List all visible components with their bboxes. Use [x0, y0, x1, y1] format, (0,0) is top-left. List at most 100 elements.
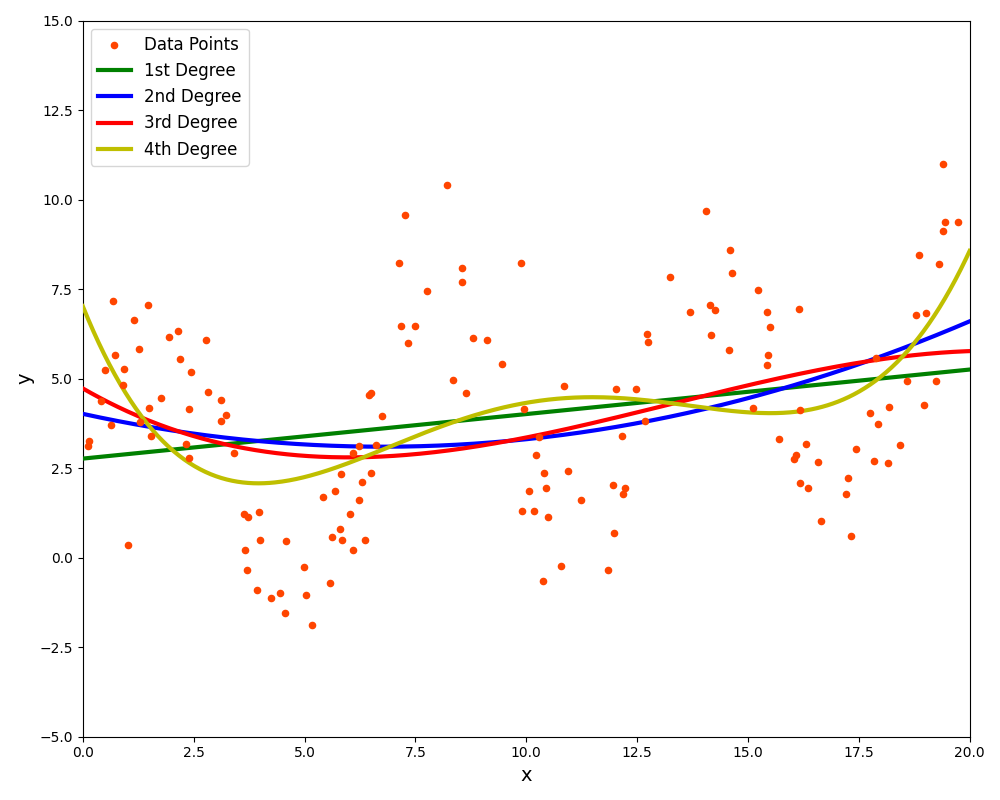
Data Points — [479, 333, 495, 346]
Data Points — [892, 438, 908, 451]
Data Points — [605, 479, 621, 492]
Data Points — [107, 349, 123, 362]
Data Points — [249, 583, 265, 596]
Data Points — [535, 575, 551, 588]
Data Points — [263, 592, 279, 605]
Data Points — [407, 319, 423, 332]
4th Degree — [964, 246, 976, 256]
Data Points — [239, 563, 255, 576]
3rd Degree — [944, 347, 956, 357]
Data Points — [615, 488, 631, 501]
4th Degree — [558, 394, 570, 403]
Data Points — [363, 467, 379, 480]
Data Points — [213, 394, 229, 406]
Data Points — [419, 284, 435, 297]
4th Degree — [806, 405, 818, 414]
Data Points — [521, 485, 537, 498]
4th Degree — [500, 402, 512, 412]
Data Points — [935, 224, 951, 237]
Data Points — [556, 380, 572, 393]
4th Degree — [77, 302, 89, 311]
Data Points — [750, 284, 766, 297]
Data Points — [213, 414, 229, 427]
Data Points — [351, 440, 367, 453]
Line: 2nd Degree: 2nd Degree — [83, 322, 970, 446]
Data Points — [226, 446, 242, 459]
Data Points — [252, 533, 268, 546]
3rd Degree — [606, 414, 618, 423]
Data Points — [465, 331, 481, 344]
Data Points — [792, 477, 808, 490]
Data Points — [703, 328, 719, 341]
Data Points — [722, 243, 738, 256]
Data Points — [218, 409, 234, 422]
2nd Degree — [558, 430, 570, 439]
Data Points — [140, 298, 156, 311]
Data Points — [345, 446, 361, 459]
Data Points — [172, 353, 188, 366]
Data Points — [183, 366, 199, 378]
1st Degree — [557, 406, 569, 415]
2nd Degree — [606, 422, 618, 432]
Data Points — [514, 505, 530, 518]
Data Points — [880, 456, 896, 469]
Line: 4th Degree: 4th Degree — [83, 251, 970, 483]
3rd Degree — [342, 453, 354, 462]
Data Points — [540, 510, 556, 523]
Data Points — [93, 395, 109, 408]
1st Degree — [498, 411, 510, 421]
3rd Degree — [77, 384, 89, 394]
Data Points — [617, 482, 633, 494]
2nd Degree — [500, 437, 512, 446]
Data Points — [791, 302, 807, 315]
Data Points — [334, 534, 350, 546]
Data Points — [538, 482, 554, 494]
Data Points — [170, 325, 186, 338]
Data Points — [105, 295, 121, 308]
1st Degree — [942, 367, 954, 377]
Data Points — [120, 539, 136, 552]
Data Points — [115, 378, 131, 391]
Data Points — [608, 383, 624, 396]
Data Points — [454, 276, 470, 289]
Data Points — [315, 491, 331, 504]
1st Degree — [605, 401, 617, 410]
Data Points — [277, 606, 293, 619]
Data Points — [848, 442, 864, 455]
Data Points — [143, 430, 159, 442]
Data Points — [181, 403, 197, 416]
Data Points — [400, 336, 416, 349]
Data Points — [363, 387, 379, 400]
X-axis label: x: x — [520, 766, 532, 785]
Line: 3rd Degree: 3rd Degree — [83, 351, 970, 458]
Data Points — [298, 589, 314, 602]
Data Points — [531, 430, 547, 443]
Data Points — [908, 308, 924, 321]
Data Points — [526, 505, 542, 518]
Data Points — [771, 433, 787, 446]
Data Points — [357, 534, 373, 546]
Data Points — [324, 531, 340, 544]
Data Points — [937, 216, 953, 229]
2nd Degree — [806, 375, 818, 385]
Data Points — [178, 438, 194, 450]
Data Points — [494, 358, 510, 370]
Data Points — [393, 320, 409, 333]
Data Points — [573, 494, 589, 506]
Data Points — [862, 406, 878, 419]
Data Points — [935, 158, 951, 170]
Data Points — [916, 398, 932, 411]
Data Points — [928, 374, 944, 387]
Data Points — [866, 454, 882, 467]
1st Degree — [77, 454, 89, 463]
2nd Degree — [377, 442, 389, 451]
Data Points — [840, 472, 856, 485]
Data Points — [516, 402, 532, 415]
Data Points — [103, 418, 119, 431]
Data Points — [333, 468, 349, 481]
Data Points — [322, 577, 338, 590]
1st Degree — [964, 365, 976, 374]
Data Points — [536, 466, 552, 479]
Data Points — [391, 256, 407, 269]
Data Points — [759, 358, 775, 371]
